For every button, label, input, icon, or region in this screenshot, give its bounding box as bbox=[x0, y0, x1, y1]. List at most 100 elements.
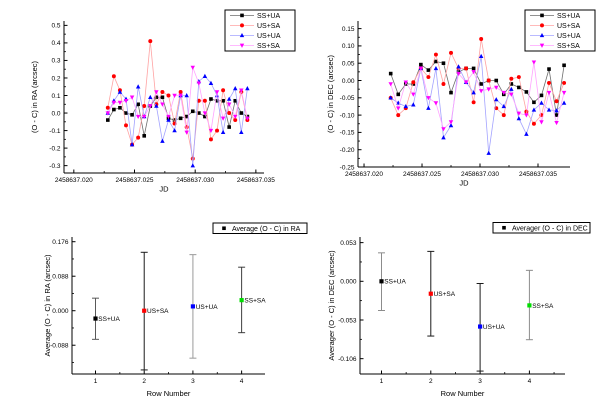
series-SS+SA bbox=[105, 65, 250, 135]
marker-triangle-down bbox=[448, 120, 454, 125]
errorbar-point-SS+UA: SS+UA bbox=[377, 252, 406, 311]
errorbar-point-SS+UA: SS+UA bbox=[92, 297, 120, 340]
marker-square bbox=[239, 111, 244, 115]
dec-average-legend: Averager (O - C) in DEC bbox=[492, 222, 591, 234]
marker-triangle-down bbox=[509, 92, 514, 97]
marker-triangle-down bbox=[388, 82, 393, 87]
marker-triangle-down bbox=[190, 65, 195, 70]
marker-triangle-up bbox=[531, 107, 537, 112]
y-tick-label: 0.3 bbox=[51, 58, 60, 65]
marker-triangle-down bbox=[129, 95, 135, 100]
marker-circle bbox=[516, 75, 521, 80]
marker-square bbox=[428, 291, 433, 296]
marker-triangle-up bbox=[546, 107, 552, 112]
marker-triangle-up bbox=[441, 135, 446, 140]
y-tick-label: -0.15 bbox=[340, 130, 355, 137]
marker-triangle-down bbox=[178, 93, 183, 98]
dec-average-chart: 1 2 3 4 0.053 0.000 -0.053 -0.106 Row Number Aver… bbox=[327, 222, 591, 398]
marker-triangle-up bbox=[226, 96, 232, 101]
marker-circle bbox=[486, 78, 491, 83]
marker-triangle-down bbox=[233, 114, 238, 119]
x-axis-title: Row Number bbox=[441, 389, 485, 398]
marker-circle bbox=[479, 37, 484, 41]
marker-triangle-down bbox=[494, 85, 499, 90]
legend-label: SS+UA bbox=[257, 13, 280, 20]
marker-triangle-down bbox=[226, 102, 232, 107]
x-tick-label: 4 bbox=[240, 378, 244, 385]
marker-square bbox=[240, 13, 244, 18]
legend-label: US+SA bbox=[557, 23, 580, 30]
y-tick-label: -0.25 bbox=[340, 164, 355, 171]
x-axis-title: Row Number bbox=[147, 389, 191, 398]
marker-triangle-down bbox=[411, 92, 416, 97]
marker-triangle-down bbox=[478, 89, 484, 94]
marker-circle bbox=[202, 98, 207, 103]
marker-circle bbox=[411, 80, 416, 85]
marker-square bbox=[215, 98, 219, 103]
marker-circle bbox=[148, 39, 153, 44]
marker-triangle-up bbox=[190, 163, 195, 168]
marker-triangle-down bbox=[524, 113, 529, 118]
marker-square bbox=[379, 279, 384, 284]
marker-triangle-down bbox=[426, 96, 431, 101]
ra-residuals-legend: SS+UA US+SA US+UA SS+SA bbox=[224, 9, 296, 52]
y-axis-title: Average (O - C) in RA (arcsec) bbox=[43, 254, 52, 356]
marker-circle bbox=[471, 100, 476, 105]
marker-square bbox=[142, 308, 147, 313]
marker-circle bbox=[562, 80, 567, 85]
marker-circle bbox=[501, 113, 506, 118]
marker-square bbox=[106, 118, 110, 122]
x-tick-label: 2458637.020 bbox=[345, 171, 383, 178]
marker-square bbox=[190, 109, 195, 114]
legend-label: SS+SA bbox=[557, 43, 580, 50]
marker-circle bbox=[124, 123, 128, 128]
y-tick-label: 0.176 bbox=[52, 239, 69, 246]
marker-circle bbox=[190, 156, 195, 161]
legend-box bbox=[492, 222, 591, 234]
y-tick-label: -0.088 bbox=[50, 343, 69, 350]
marker-square bbox=[178, 116, 183, 121]
ra-average-chart: 1 2 3 4 0.176 0.088 0.000 -0.088 Row Number Avera… bbox=[43, 222, 308, 398]
marker-triangle-up bbox=[486, 150, 491, 155]
x-tick-label: 2458637.030 bbox=[176, 177, 214, 184]
marker-square bbox=[227, 125, 231, 129]
marker-triangle-down bbox=[220, 116, 226, 121]
marker-square bbox=[136, 102, 140, 107]
marker-square bbox=[524, 90, 529, 94]
marker-triangle-up bbox=[129, 142, 135, 147]
marker-square bbox=[434, 59, 438, 64]
marker-square bbox=[527, 303, 532, 308]
marker-triangle-up bbox=[388, 95, 393, 100]
y-tick-label: 0.00 bbox=[342, 78, 355, 85]
marker-circle bbox=[166, 93, 171, 98]
y-axis-title: (O - C) in DEC (arcsec) bbox=[326, 55, 335, 133]
y-tick-label: 0.088 bbox=[52, 274, 69, 281]
marker-triangle-down bbox=[214, 90, 220, 95]
marker-triangle-up bbox=[172, 128, 177, 133]
marker-triangle-down bbox=[135, 114, 141, 119]
marker-square bbox=[197, 111, 201, 115]
marker-triangle-up bbox=[456, 64, 461, 69]
legend-label: SS+SA bbox=[257, 43, 280, 50]
series-line bbox=[390, 62, 565, 130]
marker-triangle-up bbox=[148, 94, 153, 99]
marker-triangle-down bbox=[172, 93, 177, 98]
marker-triangle-down bbox=[471, 70, 476, 75]
marker-circle bbox=[233, 118, 238, 123]
y-tick-label: -0.05 bbox=[340, 95, 355, 102]
marker-square bbox=[509, 82, 514, 86]
marker-triangle-down bbox=[554, 120, 559, 126]
x-tick-label: 2458637.025 bbox=[403, 171, 441, 178]
errorbar-point-US+SA: US+SA bbox=[427, 250, 456, 337]
legend-label: US+UA bbox=[257, 33, 281, 40]
marker-triangle-up bbox=[220, 129, 226, 135]
marker-triangle-up bbox=[135, 84, 141, 89]
marker-triangle-up bbox=[433, 65, 439, 71]
legend-box bbox=[212, 222, 308, 234]
legend-label: Average (O - C) in RA bbox=[232, 226, 301, 233]
point-label: SS+UA bbox=[384, 279, 406, 286]
marker-triangle-up bbox=[117, 89, 123, 94]
y-tick-label: 0.4 bbox=[51, 40, 60, 47]
marker-triangle-up bbox=[478, 53, 484, 59]
